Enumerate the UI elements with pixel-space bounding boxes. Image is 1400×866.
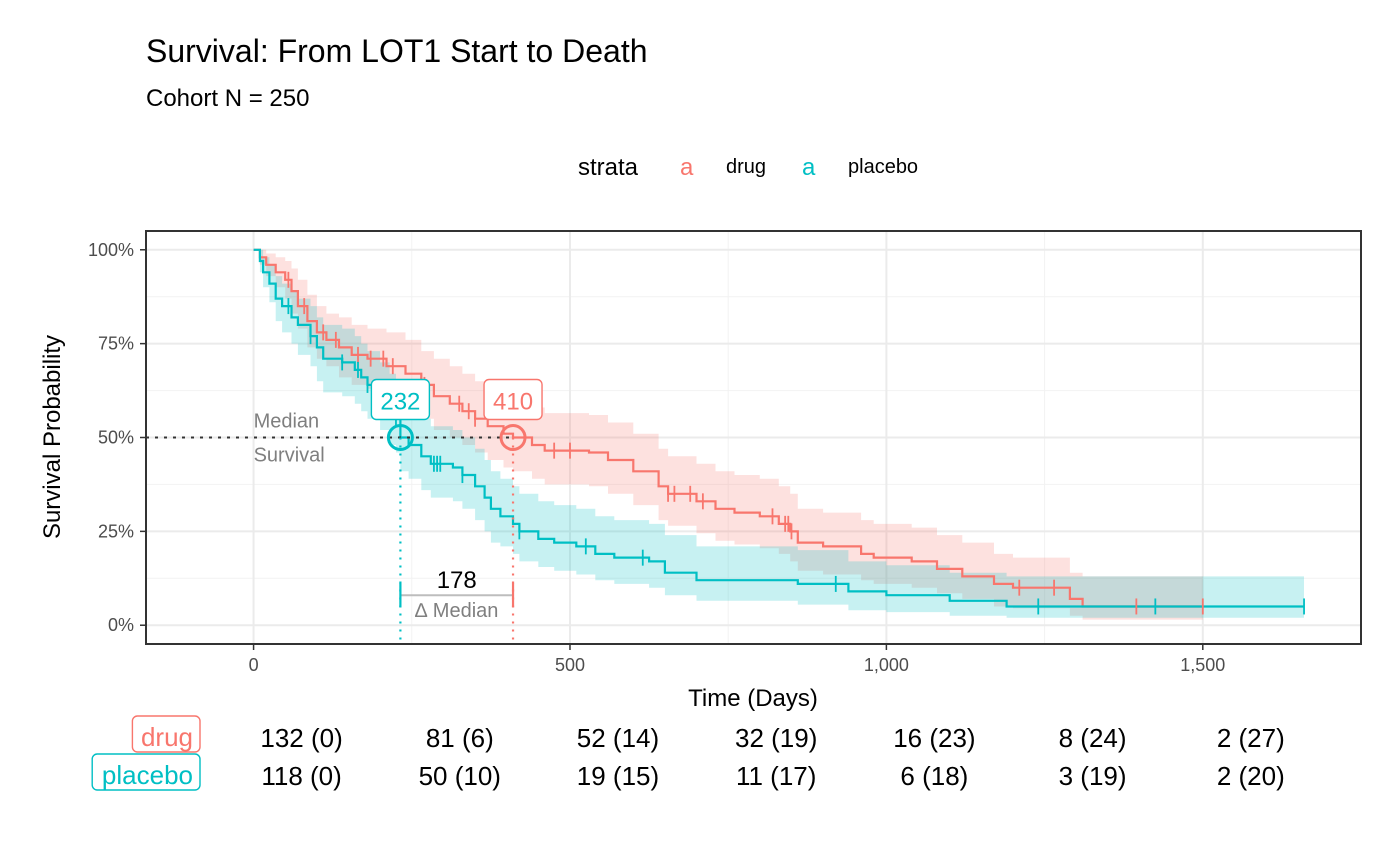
chart-title: Survival: From LOT1 Start to Death [146, 33, 648, 69]
median-marker-placebo [386, 424, 414, 451]
median-label-box-placebo [370, 378, 431, 421]
median-text-line2: Survival [254, 445, 325, 467]
x-axis-label: Time (Days) [688, 685, 818, 712]
risk-table-cell: 81 (6) [426, 723, 494, 753]
risk-table-label-box-drug [131, 715, 201, 753]
risk-table-cell: 6 (18) [900, 761, 968, 791]
y-tick-label: 25% [98, 521, 134, 541]
delta-value: 178 [437, 567, 477, 594]
axes: 0 500 1,000 1,500 0% 25% 50% 75% 100% [88, 240, 1225, 675]
risk-table-cell: 19 (15) [577, 761, 659, 791]
risk-table-cell: 52 (14) [577, 723, 659, 753]
median-label-box-drug [483, 378, 543, 421]
legend-label-drug: drug [726, 156, 766, 178]
x-tick-label: 1,500 [1180, 655, 1225, 675]
confidence-band-drug [253, 249, 1203, 620]
legend-key-placebo: a [802, 154, 816, 181]
risk-table-cell: 118 (0) [261, 761, 341, 791]
median-text-line1: Median [254, 411, 320, 433]
y-tick-label: 75% [98, 334, 134, 354]
median-annotations: Median Survival 232 410 178 ∆ Median [146, 378, 543, 644]
legend: strata a drug a placebo [578, 154, 918, 181]
x-tick-label: 1,000 [864, 655, 909, 675]
x-tick-label: 500 [555, 655, 585, 675]
risk-table-cell: 8 (24) [1059, 723, 1127, 753]
y-tick-label: 0% [108, 615, 134, 635]
risk-table-cell: 132 (0) [260, 723, 342, 753]
x-tick-label: 0 [249, 655, 259, 675]
risk-table: drug 132 (0) 81 (6) 52 (14) 32 (19) 16 (23) 8 … [91, 715, 1285, 791]
risk-table-cell: 2 (27) [1217, 723, 1285, 753]
median-label-drug: 410 [493, 389, 533, 416]
legend-title: strata [578, 154, 639, 181]
y-tick-label: 100% [88, 240, 134, 260]
legend-key-drug: a [680, 154, 694, 181]
risk-table-cell: 3 (19) [1059, 761, 1127, 791]
risk-table-cell: 50 (10) [419, 761, 501, 791]
risk-table-label-drug: drug [141, 722, 193, 752]
risk-table-cell: 11 (17) [736, 761, 816, 791]
y-tick-label: 50% [98, 428, 134, 448]
legend-label-placebo: placebo [848, 156, 918, 178]
survival-curve-placebo [253, 248, 1304, 608]
chart-subtitle: Cohort N = 250 [146, 85, 309, 112]
censor-marks [287, 271, 1305, 615]
confidence-bands [253, 249, 1305, 620]
y-axis-label: Survival Probability [39, 335, 66, 539]
grid [146, 231, 1361, 644]
confidence-band-placebo [253, 249, 1305, 618]
risk-table-label-placebo: placebo [102, 760, 193, 790]
median-label-placebo: 232 [380, 389, 420, 416]
delta-text: ∆ Median [415, 600, 498, 622]
survival-curves [253, 248, 1304, 608]
risk-table-cell: 2 (20) [1217, 761, 1285, 791]
median-marker-drug [499, 424, 527, 451]
risk-table-cell: 32 (19) [735, 723, 817, 753]
risk-table-label-box-placebo [91, 753, 201, 791]
survival-curve-drug [253, 248, 1203, 608]
risk-table-cell: 16 (23) [893, 723, 975, 753]
